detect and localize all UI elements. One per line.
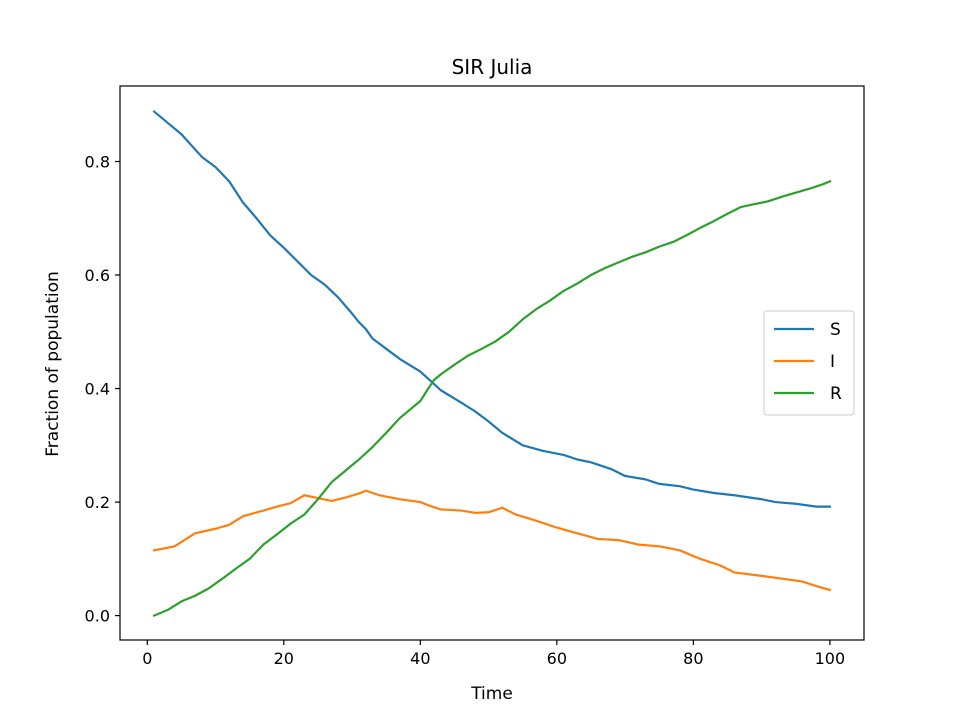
series-line-s [152, 109, 831, 508]
series-line-r [152, 179, 832, 618]
y-tick-label: 0.4 [85, 380, 110, 399]
legend-label-s: S [830, 320, 841, 340]
series-layer [152, 109, 832, 618]
x-tick-label: 40 [410, 649, 430, 668]
x-axis-label: Time [470, 684, 513, 704]
chart-title: SIR Julia [452, 55, 533, 79]
x-tick-label: 60 [547, 649, 567, 668]
x-tick-label: 80 [683, 649, 703, 668]
y-axis-ticks: 0.0 0.2 0.4 0.6 0.8 [85, 152, 120, 626]
y-tick-label: 0.8 [85, 152, 110, 171]
x-tick-label: 20 [274, 649, 294, 668]
legend: SIR [763, 310, 855, 416]
y-tick-label: 0.2 [85, 493, 110, 512]
x-tick-label: 100 [815, 649, 846, 668]
legend-box [763, 310, 855, 416]
x-axis-ticks: 0 20 40 60 80 100 [142, 640, 845, 668]
x-tick-label: 0 [142, 649, 152, 668]
y-tick-label: 0.6 [85, 266, 110, 285]
legend-label-i: I [830, 352, 835, 372]
legend-label-r: R [830, 384, 842, 404]
plot-frame [119, 85, 865, 641]
series-line-i [152, 489, 832, 592]
y-tick-label: 0.0 [85, 607, 110, 626]
y-axis-label: Fraction of population [43, 271, 63, 457]
